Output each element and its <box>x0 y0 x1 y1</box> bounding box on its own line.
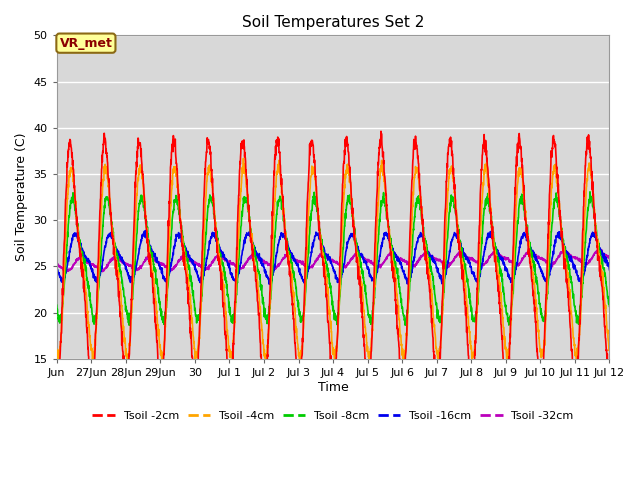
Text: VR_met: VR_met <box>60 36 113 49</box>
Legend: Tsoil -2cm, Tsoil -4cm, Tsoil -8cm, Tsoil -16cm, Tsoil -32cm: Tsoil -2cm, Tsoil -4cm, Tsoil -8cm, Tsoi… <box>88 407 578 425</box>
Y-axis label: Soil Temperature (C): Soil Temperature (C) <box>15 133 28 262</box>
X-axis label: Time: Time <box>317 381 348 394</box>
Title: Soil Temperatures Set 2: Soil Temperatures Set 2 <box>242 15 424 30</box>
